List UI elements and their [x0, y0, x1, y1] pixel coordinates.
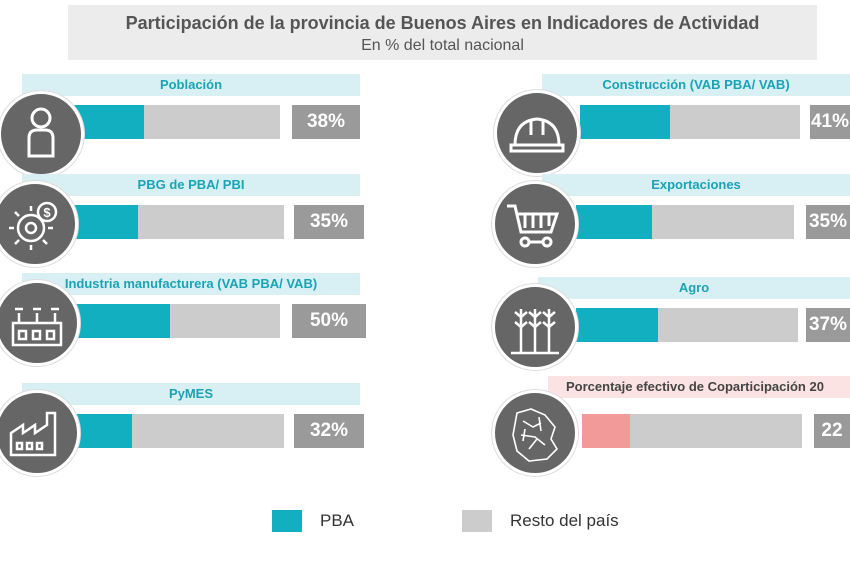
svg-text:$: $: [43, 205, 51, 220]
value-label: 35%: [806, 205, 850, 239]
shopping-cart-icon: [492, 181, 578, 267]
wheat-icon: [492, 284, 578, 370]
value-label: 22: [814, 414, 850, 448]
bar-pba: [576, 205, 653, 239]
bar-resto: [576, 205, 794, 239]
map-icon: [492, 390, 578, 476]
value-label: 38%: [292, 105, 360, 139]
indicator-label: PyMES: [22, 383, 360, 405]
indicator-label: Población: [22, 74, 360, 96]
bar-pba: [576, 308, 659, 342]
industry-icon: [0, 280, 80, 366]
bar-resto: [60, 205, 284, 239]
value-label: 50%: [292, 304, 366, 338]
legend-swatch-pba: [272, 510, 302, 532]
bar-resto: [582, 414, 802, 448]
bar-resto: [576, 308, 798, 342]
indicator-label: Porcentaje efectivo de Coparticipación 2…: [548, 376, 850, 398]
value-label: 41%: [810, 105, 850, 139]
bar-pba: [582, 414, 631, 448]
chart-header: Participación de la provincia de Buenos …: [68, 5, 817, 60]
bar-pba: [580, 105, 671, 139]
bar-resto: [60, 304, 280, 338]
gear-dollar-icon: $: [0, 181, 78, 267]
legend-label-resto: Resto del país: [510, 511, 619, 530]
legend-swatch-resto: [462, 510, 492, 532]
value-label: 37%: [806, 308, 850, 342]
bar-resto: [60, 105, 280, 139]
value-label: 35%: [294, 205, 364, 239]
value-label: 32%: [294, 414, 364, 448]
legend-label-pba: PBA: [320, 511, 355, 530]
indicator-label: Construcción (VAB PBA/ VAB): [542, 74, 850, 96]
hard-hat-icon: [494, 90, 580, 176]
person-icon: [0, 91, 84, 177]
bar-resto: [580, 105, 800, 139]
chart-subtitle: En % del total nacional: [361, 37, 524, 54]
chart-title: Participación de la provincia de Buenos …: [125, 13, 760, 33]
indicator-label: PBG de PBA/ PBI: [22, 174, 360, 196]
indicator-label: Exportaciones: [542, 174, 850, 196]
indicator-label: Industria manufacturera (VAB PBA/ VAB): [22, 273, 360, 295]
factory-icon: [0, 390, 80, 476]
bar-resto: [60, 414, 284, 448]
indicator-label: Agro: [538, 277, 850, 299]
